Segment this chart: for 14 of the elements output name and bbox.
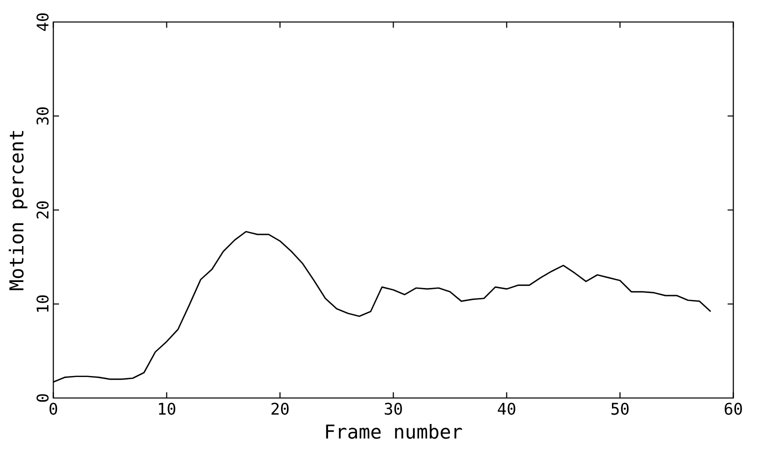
x-tick-label: 50 (611, 402, 629, 415)
x-axis-title: Frame number (326, 424, 462, 439)
y-tick-label: 40 (36, 13, 49, 31)
x-tick-label: 40 (498, 402, 516, 415)
x-tick-label: 30 (384, 402, 402, 415)
y-tick-label: 10 (36, 295, 49, 312)
y-tick-label: 20 (36, 201, 49, 218)
y-tick-label: 30 (36, 107, 49, 125)
x-tick-label: 60 (724, 402, 742, 415)
y-axis-title: Motion percent (8, 130, 28, 290)
x-tick-label: 10 (158, 402, 176, 415)
y-tick-label: 0 (36, 394, 49, 402)
x-tick-label: 20 (272, 402, 289, 415)
x-tick-label: 0 (50, 402, 58, 415)
